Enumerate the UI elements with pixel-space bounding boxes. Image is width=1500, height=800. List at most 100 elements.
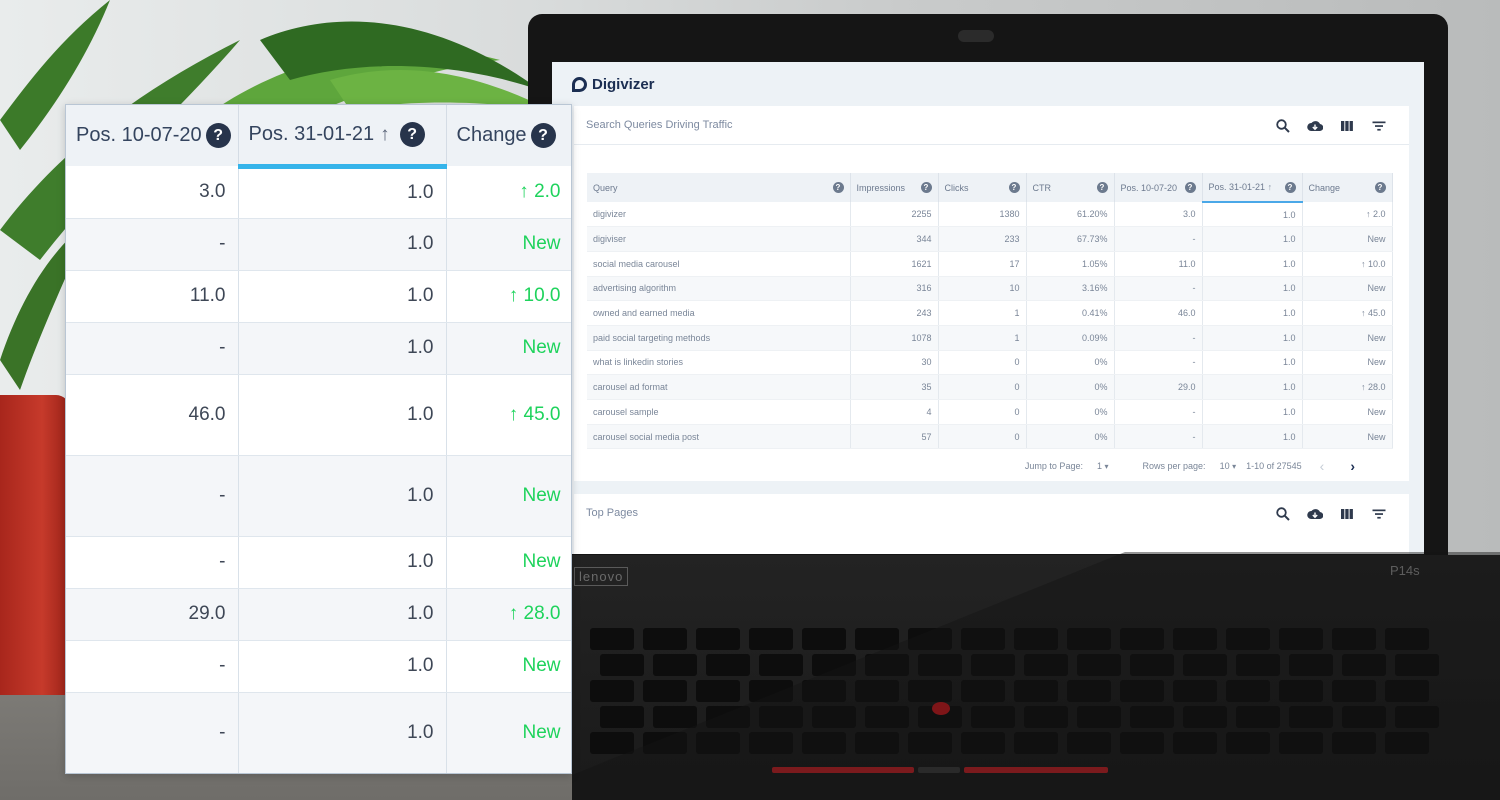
cell-query: carousel sample [587, 399, 851, 425]
cell-pos-new: 1.0 [1202, 276, 1303, 302]
columns-icon[interactable] [1339, 506, 1355, 522]
cell-pos-old: 11.0 [66, 270, 239, 323]
keyboard-key [1120, 628, 1164, 650]
cell-pos-old: - [1114, 399, 1203, 425]
table-row[interactable]: 3.0 1.0 ↑ 2.0 [66, 166, 571, 219]
cell-pos-old: 46.0 [1114, 300, 1203, 326]
table-row[interactable]: 29.0 1.0 ↑ 28.0 [66, 588, 571, 641]
help-icon[interactable]: ? [205, 123, 231, 148]
column-label: CTR [1032, 182, 1052, 193]
keyboard-key [1173, 680, 1217, 702]
rows-per-page-select[interactable]: 10 ▾ [1220, 461, 1237, 471]
digivizer-logo-icon [572, 77, 587, 92]
jump-to-page-select[interactable]: 1 ▾ [1097, 461, 1109, 471]
keyboard-key [749, 732, 793, 754]
trackpad-left-button [772, 767, 914, 773]
keyboard-key [908, 732, 952, 754]
column-header-ctr[interactable]: CTR? [1026, 173, 1115, 202]
filter-icon[interactable] [1371, 118, 1387, 134]
keyboard-key [653, 706, 697, 728]
keyboard-key [1130, 706, 1174, 728]
table-row[interactable]: owned and earned media 243 1 0.41% 46.0 1.0 ↑ … [587, 300, 1393, 326]
filter-icon[interactable] [1371, 506, 1387, 522]
cell-query: owned and earned media [587, 300, 851, 326]
help-icon[interactable]: ? [530, 123, 556, 148]
help-icon[interactable]: ? [1096, 182, 1108, 193]
cell-pos-new: 1.0 [238, 374, 447, 456]
app-logo[interactable]: Digivizer [572, 76, 655, 93]
search-icon[interactable] [1275, 506, 1291, 522]
table-row[interactable]: -1.0 New [66, 640, 571, 693]
column-header-impressions[interactable]: Impressions? [850, 173, 939, 202]
keyboard-key [1279, 680, 1323, 702]
cell-change: ↑ 45.0 [1302, 300, 1393, 326]
table-row[interactable]: 46.0 1.0 ↑ 45.0 [66, 374, 571, 456]
table-row[interactable]: carousel social media post 57 0 0% -1.0 New [587, 424, 1393, 450]
column-label: Pos. 10-07-20 [76, 123, 202, 146]
zoomed-positions-table: Pos. 10-07-20? Pos. 31-01-21 ↑? Change? 3… [66, 105, 571, 773]
cell-change: New [446, 455, 571, 537]
help-icon[interactable]: ? [1184, 182, 1196, 193]
cell-change: New [1302, 226, 1393, 252]
cell-change: New [446, 322, 571, 375]
help-icon[interactable]: ? [1374, 182, 1386, 193]
help-icon[interactable]: ? [399, 121, 425, 147]
help-icon[interactable]: ? [1008, 182, 1020, 193]
help-icon[interactable]: ? [832, 182, 844, 193]
keyboard-key [600, 706, 644, 728]
cell-clicks: 233 [938, 226, 1027, 252]
cell-impressions: 57 [850, 424, 939, 450]
keyboard-key [1236, 654, 1280, 676]
search-icon[interactable] [1275, 118, 1291, 134]
keyboard-key [1130, 654, 1174, 676]
table-row[interactable]: -1.0 New [66, 218, 571, 271]
jump-to-page-label: Jump to Page: [1024, 461, 1083, 471]
table-row[interactable]: social media carousel 1621 17 1.05% 11.0 1.0 ↑… [587, 251, 1393, 277]
table-row[interactable]: -1.0 New [66, 455, 571, 537]
column-header-change[interactable]: Change? [446, 105, 571, 166]
table-row[interactable]: -1.0 New [66, 692, 571, 773]
column-header-pos-new[interactable]: Pos. 31-01-21 ↑? [1202, 173, 1303, 203]
cell-query: paid social targeting methods [587, 325, 851, 351]
previous-page-button[interactable]: ‹ [1319, 458, 1325, 474]
plant-pot [0, 395, 70, 695]
cell-ctr: 0.09% [1026, 325, 1115, 351]
column-header-change[interactable]: Change? [1302, 173, 1393, 202]
help-icon[interactable]: ? [920, 182, 932, 193]
table-row[interactable]: digiviser 344 233 67.73% -1.0 New [587, 226, 1393, 252]
table-row[interactable]: digivizer 2255 1380 61.20% 3.0 1.0 ↑ 2.0 [587, 202, 1393, 228]
table-row[interactable]: -1.0 New [66, 322, 571, 375]
keyboard-key [812, 654, 856, 676]
keyboard-key [759, 706, 803, 728]
columns-icon[interactable] [1339, 118, 1355, 134]
download-icon[interactable] [1307, 506, 1323, 522]
table-row[interactable]: what is linkedin stories 30 0 0% -1.0 New [587, 350, 1393, 376]
download-icon[interactable] [1307, 118, 1323, 134]
cell-impressions: 344 [850, 226, 939, 252]
table-row[interactable]: paid social targeting methods 1078 1 0.09% -… [587, 325, 1393, 351]
keyboard [590, 628, 1440, 768]
cell-impressions: 1621 [850, 251, 939, 277]
keyboard-key [961, 628, 1005, 650]
table-row[interactable]: carousel ad format 35 0 0% 29.0 1.0 ↑ 28.0 [587, 374, 1393, 400]
table-row[interactable]: -1.0 New [66, 536, 571, 589]
table-row[interactable]: 11.0 1.0 ↑ 10.0 [66, 270, 571, 323]
column-header-query[interactable]: Query? [587, 173, 851, 202]
cell-pos-old: 29.0 [66, 588, 239, 641]
cell-pos-new: 1.0 [238, 588, 447, 641]
keyboard-key [1385, 680, 1429, 702]
rows-per-page-value: 10 [1219, 461, 1230, 471]
keyboard-key [1385, 732, 1429, 754]
column-header-pos-new[interactable]: Pos. 31-01-21 ↑? [238, 105, 447, 169]
table-row[interactable]: advertising algorithm 316 10 3.16% -1.0 New [587, 276, 1393, 302]
cell-clicks: 0 [938, 374, 1027, 400]
keyboard-key [1279, 628, 1323, 650]
column-header-pos-old[interactable]: Pos. 10-07-20? [1114, 173, 1203, 202]
help-icon[interactable]: ? [1284, 182, 1296, 193]
cell-query: advertising algorithm [587, 276, 851, 302]
table-row[interactable]: carousel sample 4 0 0% -1.0 New [587, 399, 1393, 425]
column-header-pos-old[interactable]: Pos. 10-07-20? [66, 105, 239, 166]
sort-ascending-icon: ↑ [380, 123, 390, 145]
next-page-button[interactable]: › [1350, 458, 1355, 474]
column-header-clicks[interactable]: Clicks? [938, 173, 1027, 202]
